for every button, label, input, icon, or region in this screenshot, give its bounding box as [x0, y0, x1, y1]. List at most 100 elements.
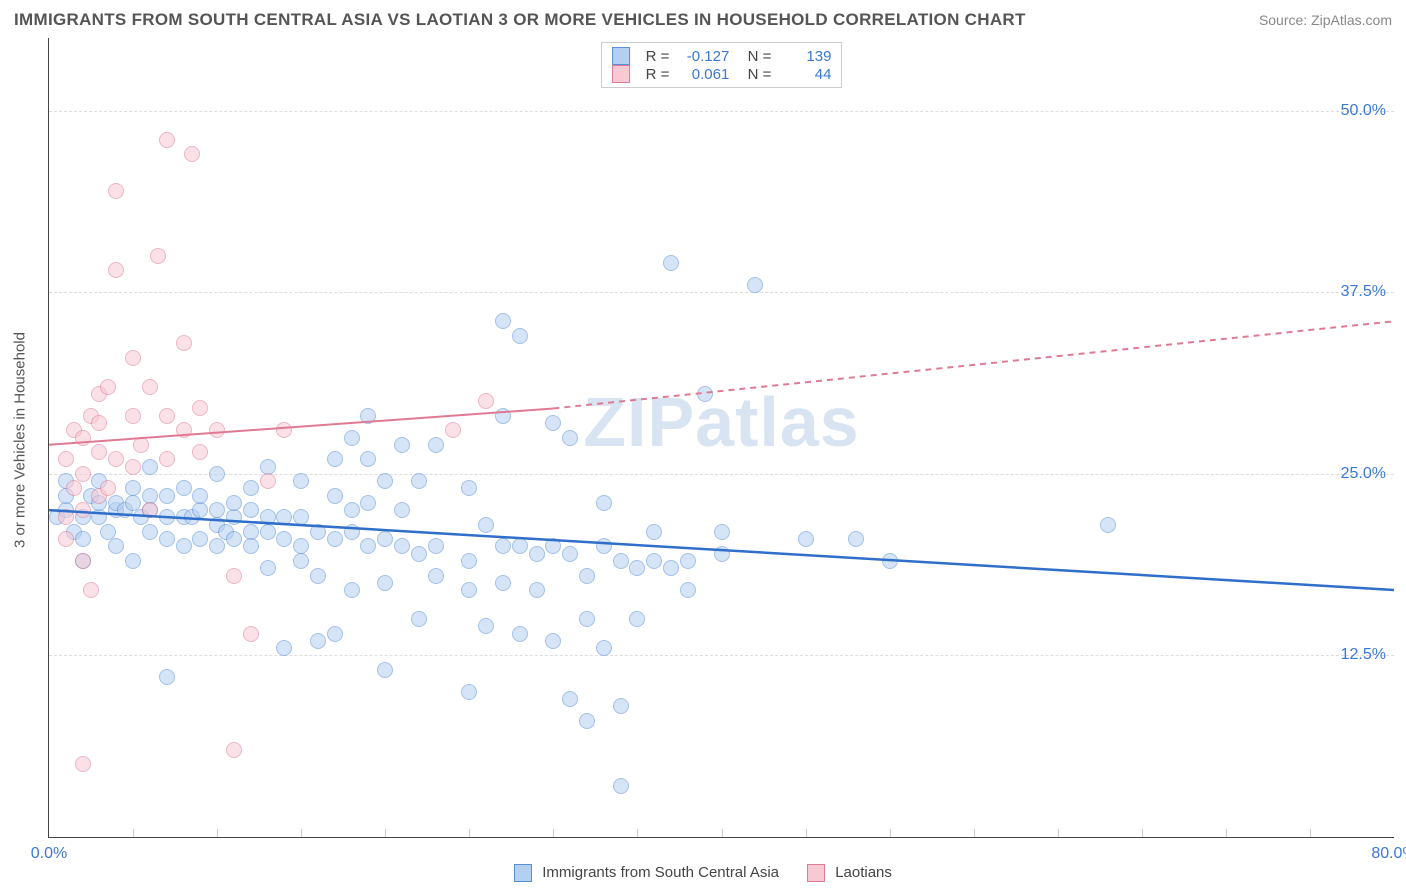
data-point [394, 538, 410, 554]
x-tick-minor [1058, 829, 1059, 837]
data-point [495, 313, 511, 329]
data-point [461, 582, 477, 598]
data-point [545, 633, 561, 649]
data-point [377, 473, 393, 489]
data-point [394, 502, 410, 518]
correlation-stats-box: R = -0.127 N = 139 R = 0.061 N = 44 [601, 42, 843, 88]
data-point [276, 640, 292, 656]
y-tick-label: 37.5% [1341, 283, 1386, 301]
data-point [344, 524, 360, 540]
data-point [327, 451, 343, 467]
data-point [663, 560, 679, 576]
r-label: R = [646, 48, 670, 65]
data-point [445, 422, 461, 438]
legend-item: Laotians [807, 864, 892, 882]
data-point [192, 488, 208, 504]
watermark: ZIPatlas [583, 382, 859, 462]
data-point [310, 524, 326, 540]
data-point [100, 379, 116, 395]
stats-row-series-2: R = 0.061 N = 44 [612, 65, 832, 83]
data-point [344, 502, 360, 518]
x-tick-minor [722, 829, 723, 837]
data-point [226, 568, 242, 584]
data-point [125, 480, 141, 496]
data-point [91, 444, 107, 460]
data-point [209, 422, 225, 438]
data-point [629, 611, 645, 627]
data-point [478, 517, 494, 533]
data-point [243, 480, 259, 496]
data-point [243, 538, 259, 554]
x-tick-minor [301, 829, 302, 837]
x-tick-minor [553, 829, 554, 837]
data-point [529, 582, 545, 598]
x-tick-minor [1226, 829, 1227, 837]
data-point [276, 531, 292, 547]
data-point [108, 262, 124, 278]
data-point [75, 430, 91, 446]
data-point [360, 451, 376, 467]
data-point [714, 546, 730, 562]
data-point [327, 488, 343, 504]
n-value: 44 [781, 66, 831, 83]
x-tick-minor [1142, 829, 1143, 837]
data-point [798, 531, 814, 547]
source-attribution: Source: ZipAtlas.com [1259, 12, 1392, 28]
x-tick-minor [806, 829, 807, 837]
data-point [75, 466, 91, 482]
data-point [344, 430, 360, 446]
legend-item: Immigrants from South Central Asia [514, 864, 779, 882]
data-point [512, 626, 528, 642]
data-point [411, 546, 427, 562]
data-point [428, 538, 444, 554]
data-point [58, 451, 74, 467]
n-label: N = [739, 48, 771, 65]
data-point [613, 698, 629, 714]
data-point [176, 422, 192, 438]
data-point [58, 531, 74, 547]
data-point [579, 611, 595, 627]
data-point [545, 538, 561, 554]
data-point [58, 509, 74, 525]
data-point [66, 480, 82, 496]
trend-lines-layer [49, 38, 1394, 837]
data-point [125, 553, 141, 569]
y-axis-title: 3 or more Vehicles in Household [12, 332, 29, 548]
data-point [714, 524, 730, 540]
data-point [176, 335, 192, 351]
data-point [495, 538, 511, 554]
data-point [176, 538, 192, 554]
x-tick-minor [385, 829, 386, 837]
data-point [192, 502, 208, 518]
data-point [276, 509, 292, 525]
data-point [159, 531, 175, 547]
data-point [159, 451, 175, 467]
legend-label: Immigrants from South Central Asia [542, 864, 779, 881]
x-tick-minor [133, 829, 134, 837]
data-point [75, 502, 91, 518]
data-point [142, 502, 158, 518]
swatch-icon [612, 65, 630, 83]
data-point [545, 415, 561, 431]
data-point [83, 582, 99, 598]
data-point [360, 538, 376, 554]
data-point [293, 473, 309, 489]
data-point [133, 437, 149, 453]
data-point [243, 502, 259, 518]
x-tick-label: 80.0% [1371, 845, 1406, 863]
data-point [680, 553, 696, 569]
data-point [613, 553, 629, 569]
data-point [192, 400, 208, 416]
data-point [377, 575, 393, 591]
swatch-icon [514, 864, 532, 882]
chart-title: IMMIGRANTS FROM SOUTH CENTRAL ASIA VS LA… [14, 10, 1026, 30]
data-point [125, 495, 141, 511]
data-point [1100, 517, 1116, 533]
data-point [159, 509, 175, 525]
data-point [125, 408, 141, 424]
grid-line-h [49, 292, 1394, 293]
data-point [100, 524, 116, 540]
data-point [293, 553, 309, 569]
y-tick-label: 50.0% [1341, 102, 1386, 120]
data-point [562, 546, 578, 562]
